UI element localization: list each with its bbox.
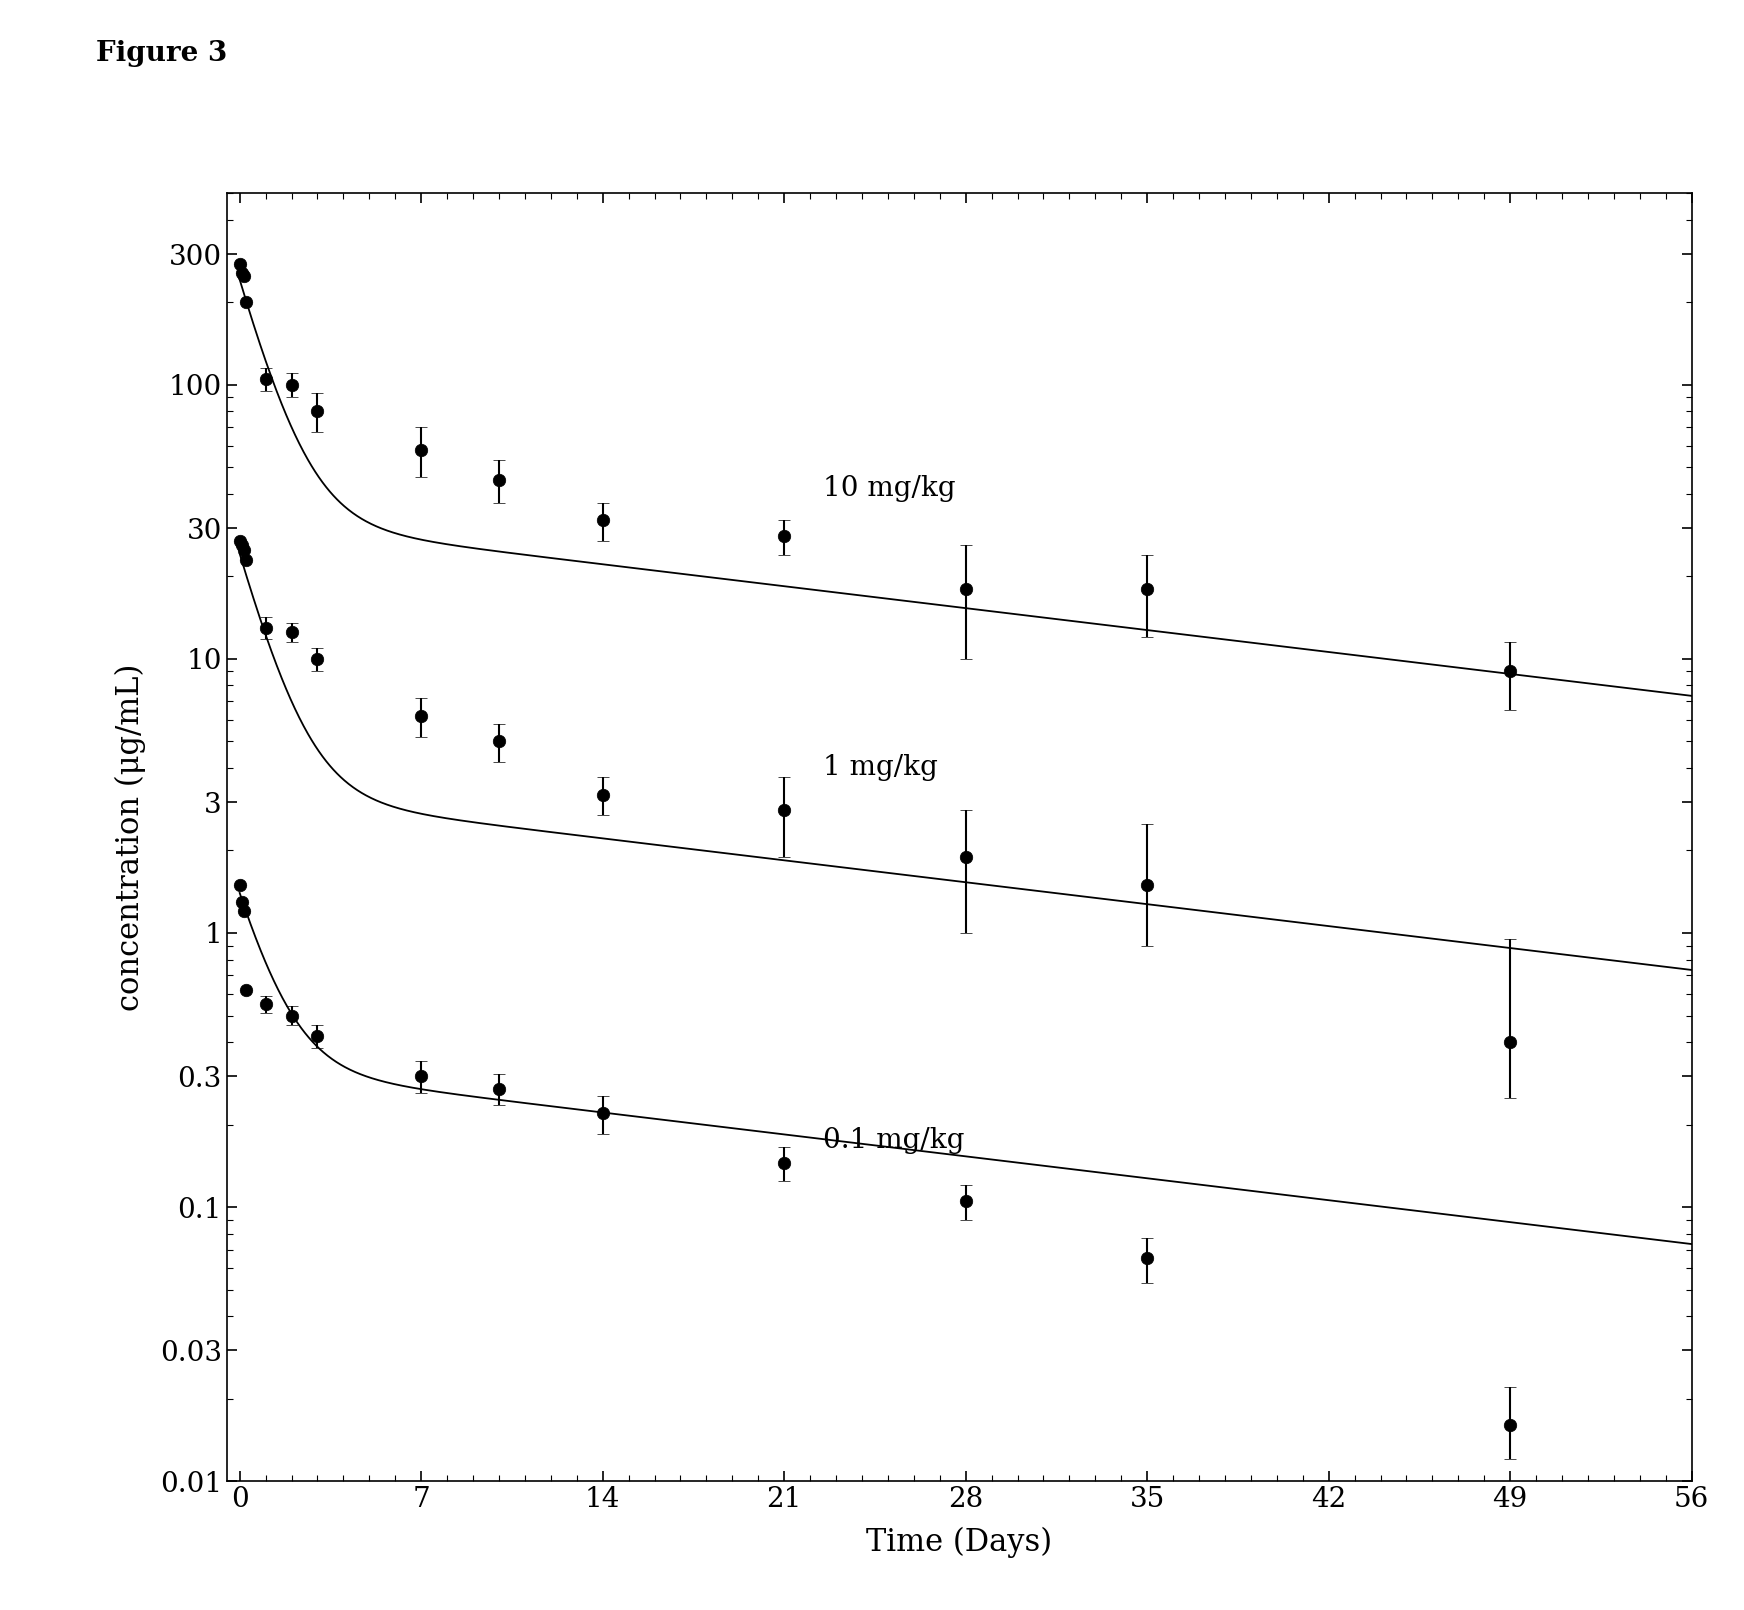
Text: Figure 3: Figure 3 bbox=[96, 40, 227, 68]
Text: 0.1 mg/kg: 0.1 mg/kg bbox=[823, 1127, 964, 1154]
Text: 10 mg/kg: 10 mg/kg bbox=[823, 475, 956, 502]
Y-axis label: concentration (μg/mL): concentration (μg/mL) bbox=[115, 663, 146, 1011]
Text: 1 mg/kg: 1 mg/kg bbox=[823, 755, 938, 781]
X-axis label: Time (Days): Time (Days) bbox=[867, 1526, 1052, 1558]
